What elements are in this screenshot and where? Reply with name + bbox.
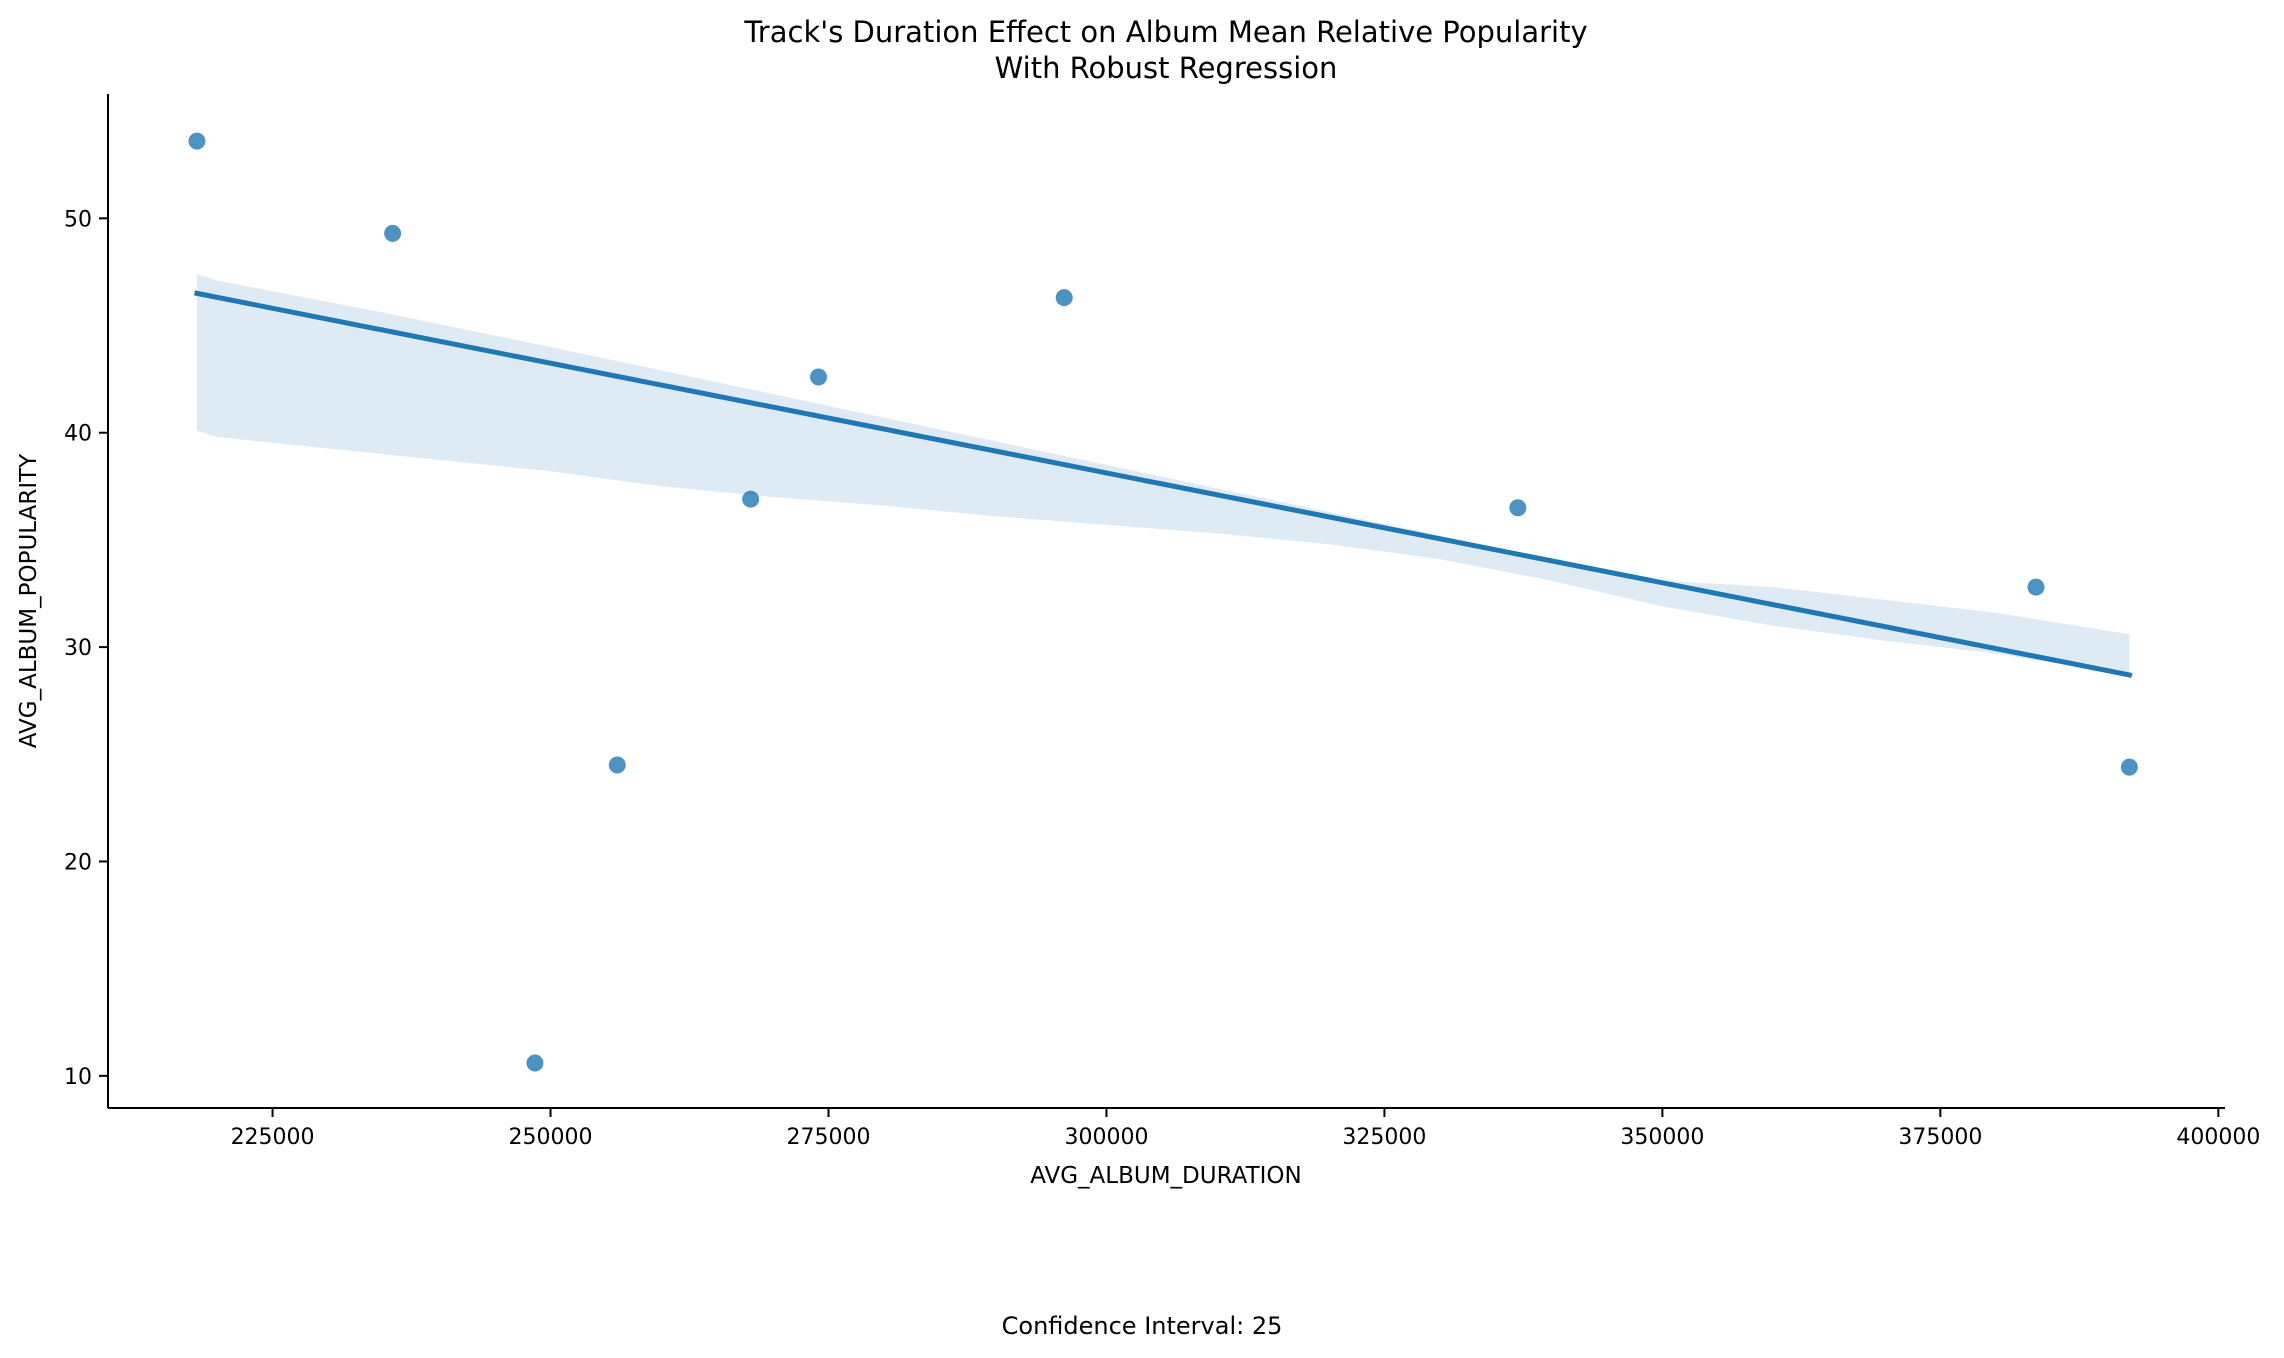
scatter-point: [742, 490, 760, 508]
y-ticks: 10 20 30 40 50: [64, 207, 108, 1090]
x-tick-label: 225000: [231, 1125, 315, 1150]
y-axis-label: AVG_ALBUM_POPULARITY: [16, 453, 42, 748]
x-tick-label: 300000: [1064, 1125, 1148, 1150]
regression-line: [194, 290, 2133, 678]
scatter-point: [2120, 758, 2138, 776]
y-tick-label: 20: [64, 850, 92, 875]
chart-title: Track's Duration Effect on Album Mean Re…: [743, 15, 1587, 49]
scatter-point: [1055, 289, 1073, 307]
x-tick-label: 400000: [2176, 1125, 2260, 1150]
x-tick-label: 250000: [509, 1125, 593, 1150]
scatter-point: [2027, 578, 2045, 596]
x-tick-label: 325000: [1342, 1125, 1426, 1150]
confidence-interval-footnote: Confidence Interval: 25: [1002, 1312, 1283, 1340]
y-tick-label: 40: [64, 422, 92, 447]
y-tick-label: 10: [64, 1065, 92, 1090]
regression-line-layer: [194, 290, 2133, 678]
confidence-band-layer: [196, 274, 2130, 675]
x-ticks: 225000 250000 275000 300000 325000 350000 3750…: [231, 1108, 2260, 1150]
x-tick-label: 375000: [1898, 1125, 1982, 1150]
y-tick-label: 30: [64, 636, 92, 661]
y-tick-label: 50: [64, 207, 92, 232]
scatter-point: [809, 368, 827, 386]
scatter-point: [526, 1054, 544, 1072]
x-tick-label: 350000: [1620, 1125, 1704, 1150]
chart-subtitle: With Robust Regression: [995, 51, 1338, 85]
scatter-point: [608, 756, 626, 774]
confidence-band: [196, 274, 2130, 675]
scatter-point: [1509, 499, 1527, 517]
x-tick-label: 275000: [786, 1125, 870, 1150]
x-axis-label: AVG_ALBUM_DURATION: [1030, 1163, 1302, 1189]
scatter-point: [188, 132, 206, 150]
scatter-point: [384, 224, 402, 242]
scatter-points-layer: [188, 132, 2138, 1072]
